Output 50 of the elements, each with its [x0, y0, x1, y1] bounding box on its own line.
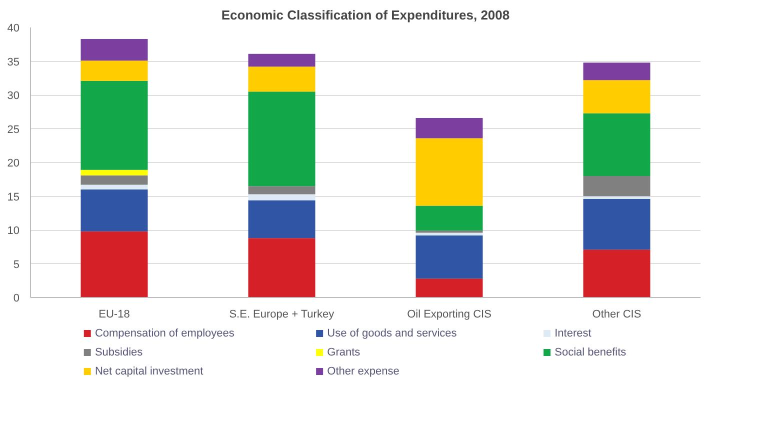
- bar: [583, 113, 650, 176]
- bar: [583, 176, 650, 196]
- bar: [80, 38, 148, 61]
- bar: [416, 278, 483, 298]
- bar: [80, 80, 148, 170]
- legend-label: Other expense: [327, 366, 400, 378]
- bar: [248, 92, 316, 186]
- bar: [583, 250, 650, 298]
- y-tick-label: 25: [7, 124, 20, 136]
- legend-label: Interest: [554, 328, 592, 340]
- x-tick-label: EU-18: [98, 308, 130, 320]
- x-tick-label: Oil Exporting CIS: [407, 308, 492, 320]
- bar: [583, 62, 650, 80]
- bar: [80, 184, 148, 190]
- bar: [583, 196, 650, 199]
- legend-label: Social benefits: [554, 346, 627, 358]
- bar: [248, 200, 316, 238]
- y-tick-label: 35: [7, 56, 20, 68]
- bar: [416, 138, 483, 206]
- x-tick-label: Other CIS: [592, 308, 642, 320]
- y-tick-label: 10: [7, 225, 20, 237]
- bar: [416, 206, 483, 231]
- bar: [80, 231, 148, 298]
- legend-label: Use of goods and services: [327, 328, 458, 340]
- legend-label: Subsidies: [94, 346, 144, 358]
- bar: [583, 198, 650, 250]
- x-tick-label: S.E. Europe + Turkey: [229, 308, 335, 320]
- y-tick-label: 20: [7, 158, 20, 170]
- bar: [248, 186, 316, 194]
- legend-label: Net capital investment: [94, 366, 204, 378]
- legend-label: Compensation of employees: [94, 328, 235, 340]
- bar: [248, 54, 316, 67]
- y-tick-label: 0: [13, 292, 20, 304]
- bar: [80, 175, 148, 185]
- bar: [583, 80, 650, 114]
- y-tick-label: 15: [7, 191, 20, 204]
- y-tick-label: 30: [7, 90, 20, 102]
- bar: [416, 235, 483, 279]
- y-tick-label: 5: [13, 258, 20, 271]
- bar: [80, 190, 148, 232]
- bar: [80, 60, 148, 81]
- legend-label: Grants: [327, 346, 361, 358]
- bar: [80, 170, 148, 176]
- bar: [416, 232, 483, 236]
- bar: [248, 66, 316, 92]
- bar: [416, 118, 483, 138]
- bar: [248, 194, 316, 200]
- chart-title: Economic Classification of Expenditures, 2008: [221, 8, 510, 22]
- y-tick-label: 40: [7, 22, 20, 34]
- bar: [248, 238, 316, 298]
